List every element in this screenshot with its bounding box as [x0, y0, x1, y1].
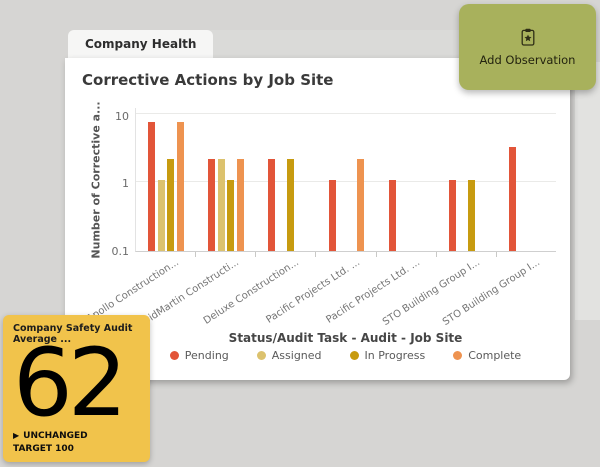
- y-tick-label-0.1: 0.1: [111, 244, 130, 258]
- bar-pending-3[interactable]: [328, 179, 336, 251]
- legend-dot: [349, 351, 359, 360]
- bar-assigned-0[interactable]: [157, 179, 165, 251]
- legend-dot: [169, 351, 179, 360]
- x-tick: [435, 252, 437, 257]
- gridline-y-1: [136, 180, 556, 182]
- tab-label: Company Health: [85, 37, 197, 51]
- legend-item-in-progress[interactable]: In Progress: [349, 349, 426, 362]
- bar-complete-3[interactable]: [357, 159, 364, 251]
- bar-assigned-1[interactable]: [217, 159, 225, 251]
- bar-in-progress-1[interactable]: [227, 179, 235, 251]
- x-tick: [315, 252, 317, 257]
- add-observation-label: Add Observation: [479, 52, 576, 67]
- bar-pending-1[interactable]: [208, 159, 216, 251]
- legend-item-pending[interactable]: Pending: [169, 349, 229, 362]
- background-strip: [575, 62, 600, 320]
- clipboard-observation-icon: [521, 28, 534, 46]
- x-tick: [255, 252, 257, 257]
- legend-label: Pending: [184, 349, 229, 362]
- kpi-trend-label: UNCHANGED: [23, 431, 88, 441]
- bar-pending-0[interactable]: [148, 122, 156, 251]
- bar-complete-1[interactable]: [236, 159, 244, 251]
- legend-label: In Progress: [364, 349, 426, 362]
- bar-pending-6[interactable]: [508, 147, 516, 251]
- bar-pending-2[interactable]: [268, 159, 276, 251]
- y-tick-label-1: 1: [122, 177, 129, 190]
- legend-dot: [453, 351, 463, 360]
- kpi-card[interactable]: Company Safety Audit Average ... 62 ▶ UN…: [3, 315, 150, 462]
- bar-in-progress-0[interactable]: [167, 159, 175, 251]
- kpi-value: 62: [13, 329, 128, 438]
- y-tick-label-10: 10: [115, 109, 129, 123]
- x-tick: [195, 252, 197, 257]
- x-axis-title: Status/Audit Task - Audit - Job Site: [228, 331, 463, 345]
- gridline-y-10: [136, 113, 556, 114]
- legend-label: Assigned: [271, 349, 322, 362]
- tab-company-health[interactable]: Company Health: [68, 30, 214, 58]
- legend-item-complete[interactable]: Complete: [453, 349, 521, 362]
- legend: Pending Assigned In Progress Complete: [135, 349, 556, 362]
- bar-in-progress-2[interactable]: [287, 159, 295, 251]
- bar-complete-0[interactable]: [176, 122, 184, 251]
- x-tick: [495, 252, 497, 257]
- bar-pending-4[interactable]: [388, 179, 396, 251]
- legend-item-assigned[interactable]: Assigned: [256, 349, 322, 362]
- right-triangle-icon: ▶: [13, 431, 20, 440]
- bar-in-progress-5[interactable]: [467, 179, 475, 251]
- add-observation-button[interactable]: Add Observation: [459, 4, 596, 90]
- legend-label: Complete: [468, 349, 522, 362]
- bar-pending-5[interactable]: [448, 179, 456, 251]
- chart-title: Corrective Actions by Job Site: [82, 71, 334, 89]
- plot-area: [135, 108, 556, 252]
- kpi-title: Company Safety Audit Average ...: [13, 323, 133, 345]
- kpi-target-label: TARGET 100: [13, 444, 74, 454]
- x-tick: [375, 252, 377, 257]
- legend-dot: [256, 351, 266, 360]
- kpi-trend: ▶ UNCHANGED: [13, 431, 88, 441]
